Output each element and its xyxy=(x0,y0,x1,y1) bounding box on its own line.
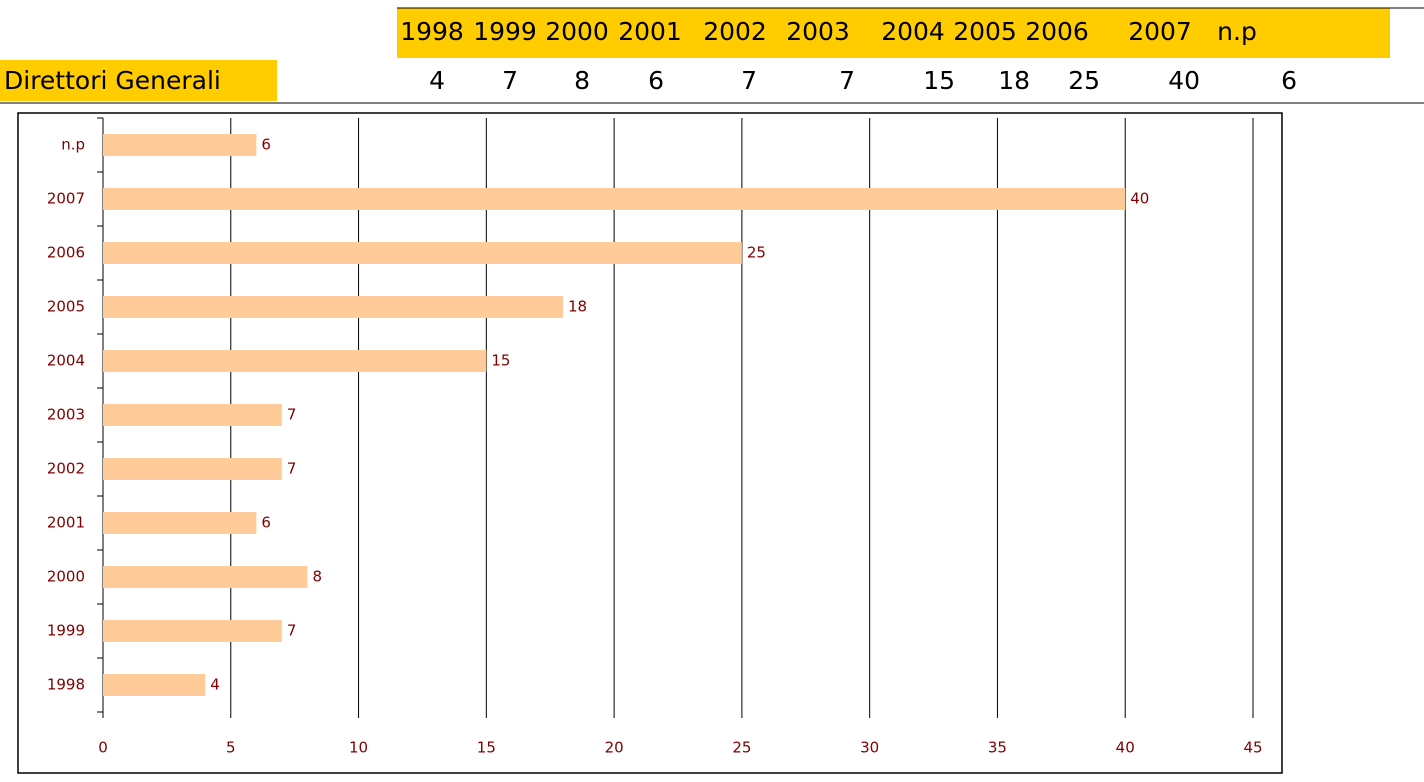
bar xyxy=(103,242,742,264)
row-label: Direttori Generali xyxy=(4,66,221,95)
y-tick-label: 2004 xyxy=(47,352,85,370)
bar xyxy=(103,674,206,696)
column-header: 2005 xyxy=(953,17,1017,46)
column-header: 2001 xyxy=(618,17,682,46)
column-header: 2007 xyxy=(1128,17,1192,46)
bar xyxy=(103,566,308,588)
y-tick-label: 1998 xyxy=(47,676,85,694)
y-tick-label: 2003 xyxy=(47,406,85,424)
x-tick-label: 0 xyxy=(98,739,108,757)
column-header: 2006 xyxy=(1025,17,1089,46)
header-band xyxy=(397,8,1390,58)
data-label: 25 xyxy=(747,244,766,262)
data-label: 7 xyxy=(287,406,297,424)
bar xyxy=(103,512,257,534)
bar xyxy=(103,458,282,480)
y-tick-label: n.p xyxy=(61,136,85,154)
x-tick-label: 40 xyxy=(1116,739,1135,757)
y-tick-label: 2007 xyxy=(47,190,85,208)
cell-value: 18 xyxy=(998,66,1030,95)
data-label: 18 xyxy=(568,298,587,316)
data-label: 15 xyxy=(491,352,510,370)
y-tick-label: 2002 xyxy=(47,460,85,478)
data-label: 4 xyxy=(210,676,220,694)
data-label: 40 xyxy=(1130,190,1149,208)
cell-value: 8 xyxy=(574,66,590,95)
cell-value: 7 xyxy=(839,66,855,95)
column-header: n.p xyxy=(1217,17,1257,46)
cell-value: 6 xyxy=(648,66,664,95)
x-tick-label: 10 xyxy=(349,739,368,757)
bar xyxy=(103,296,563,318)
y-tick-label: 2000 xyxy=(47,568,85,586)
y-tick-label: 2001 xyxy=(47,514,85,532)
column-header: 2002 xyxy=(703,17,767,46)
column-header: 2004 xyxy=(881,17,945,46)
bar xyxy=(103,404,282,426)
cell-value: 15 xyxy=(923,66,955,95)
y-tick-label: 1999 xyxy=(47,622,85,640)
column-header: 2000 xyxy=(545,17,609,46)
x-tick-label: 20 xyxy=(605,739,624,757)
cell-value: 4 xyxy=(429,66,445,95)
cell-value: 40 xyxy=(1168,66,1200,95)
cell-value: 6 xyxy=(1281,66,1297,95)
data-label: 6 xyxy=(261,514,271,532)
cell-value: 7 xyxy=(502,66,518,95)
column-header: 1999 xyxy=(473,17,537,46)
y-tick-label: 2006 xyxy=(47,244,85,262)
data-label: 7 xyxy=(287,622,297,640)
column-header: 1998 xyxy=(400,17,464,46)
bar xyxy=(103,350,487,372)
row-label-cell xyxy=(0,60,277,101)
x-tick-label: 15 xyxy=(477,739,496,757)
x-tick-label: 35 xyxy=(988,739,1007,757)
chart-frame xyxy=(17,112,1283,774)
cell-value: 25 xyxy=(1068,66,1100,95)
column-header: 2003 xyxy=(786,17,850,46)
bar xyxy=(103,134,257,156)
data-label: 6 xyxy=(261,136,271,154)
bar xyxy=(103,188,1126,210)
x-tick-label: 25 xyxy=(732,739,751,757)
x-tick-label: 45 xyxy=(1243,739,1262,757)
x-tick-label: 30 xyxy=(860,739,879,757)
x-tick-label: 5 xyxy=(226,739,236,757)
bar xyxy=(103,620,282,642)
data-label: 7 xyxy=(287,460,297,478)
y-tick-label: 2005 xyxy=(47,298,85,316)
data-label: 8 xyxy=(312,568,322,586)
cell-value: 7 xyxy=(741,66,757,95)
